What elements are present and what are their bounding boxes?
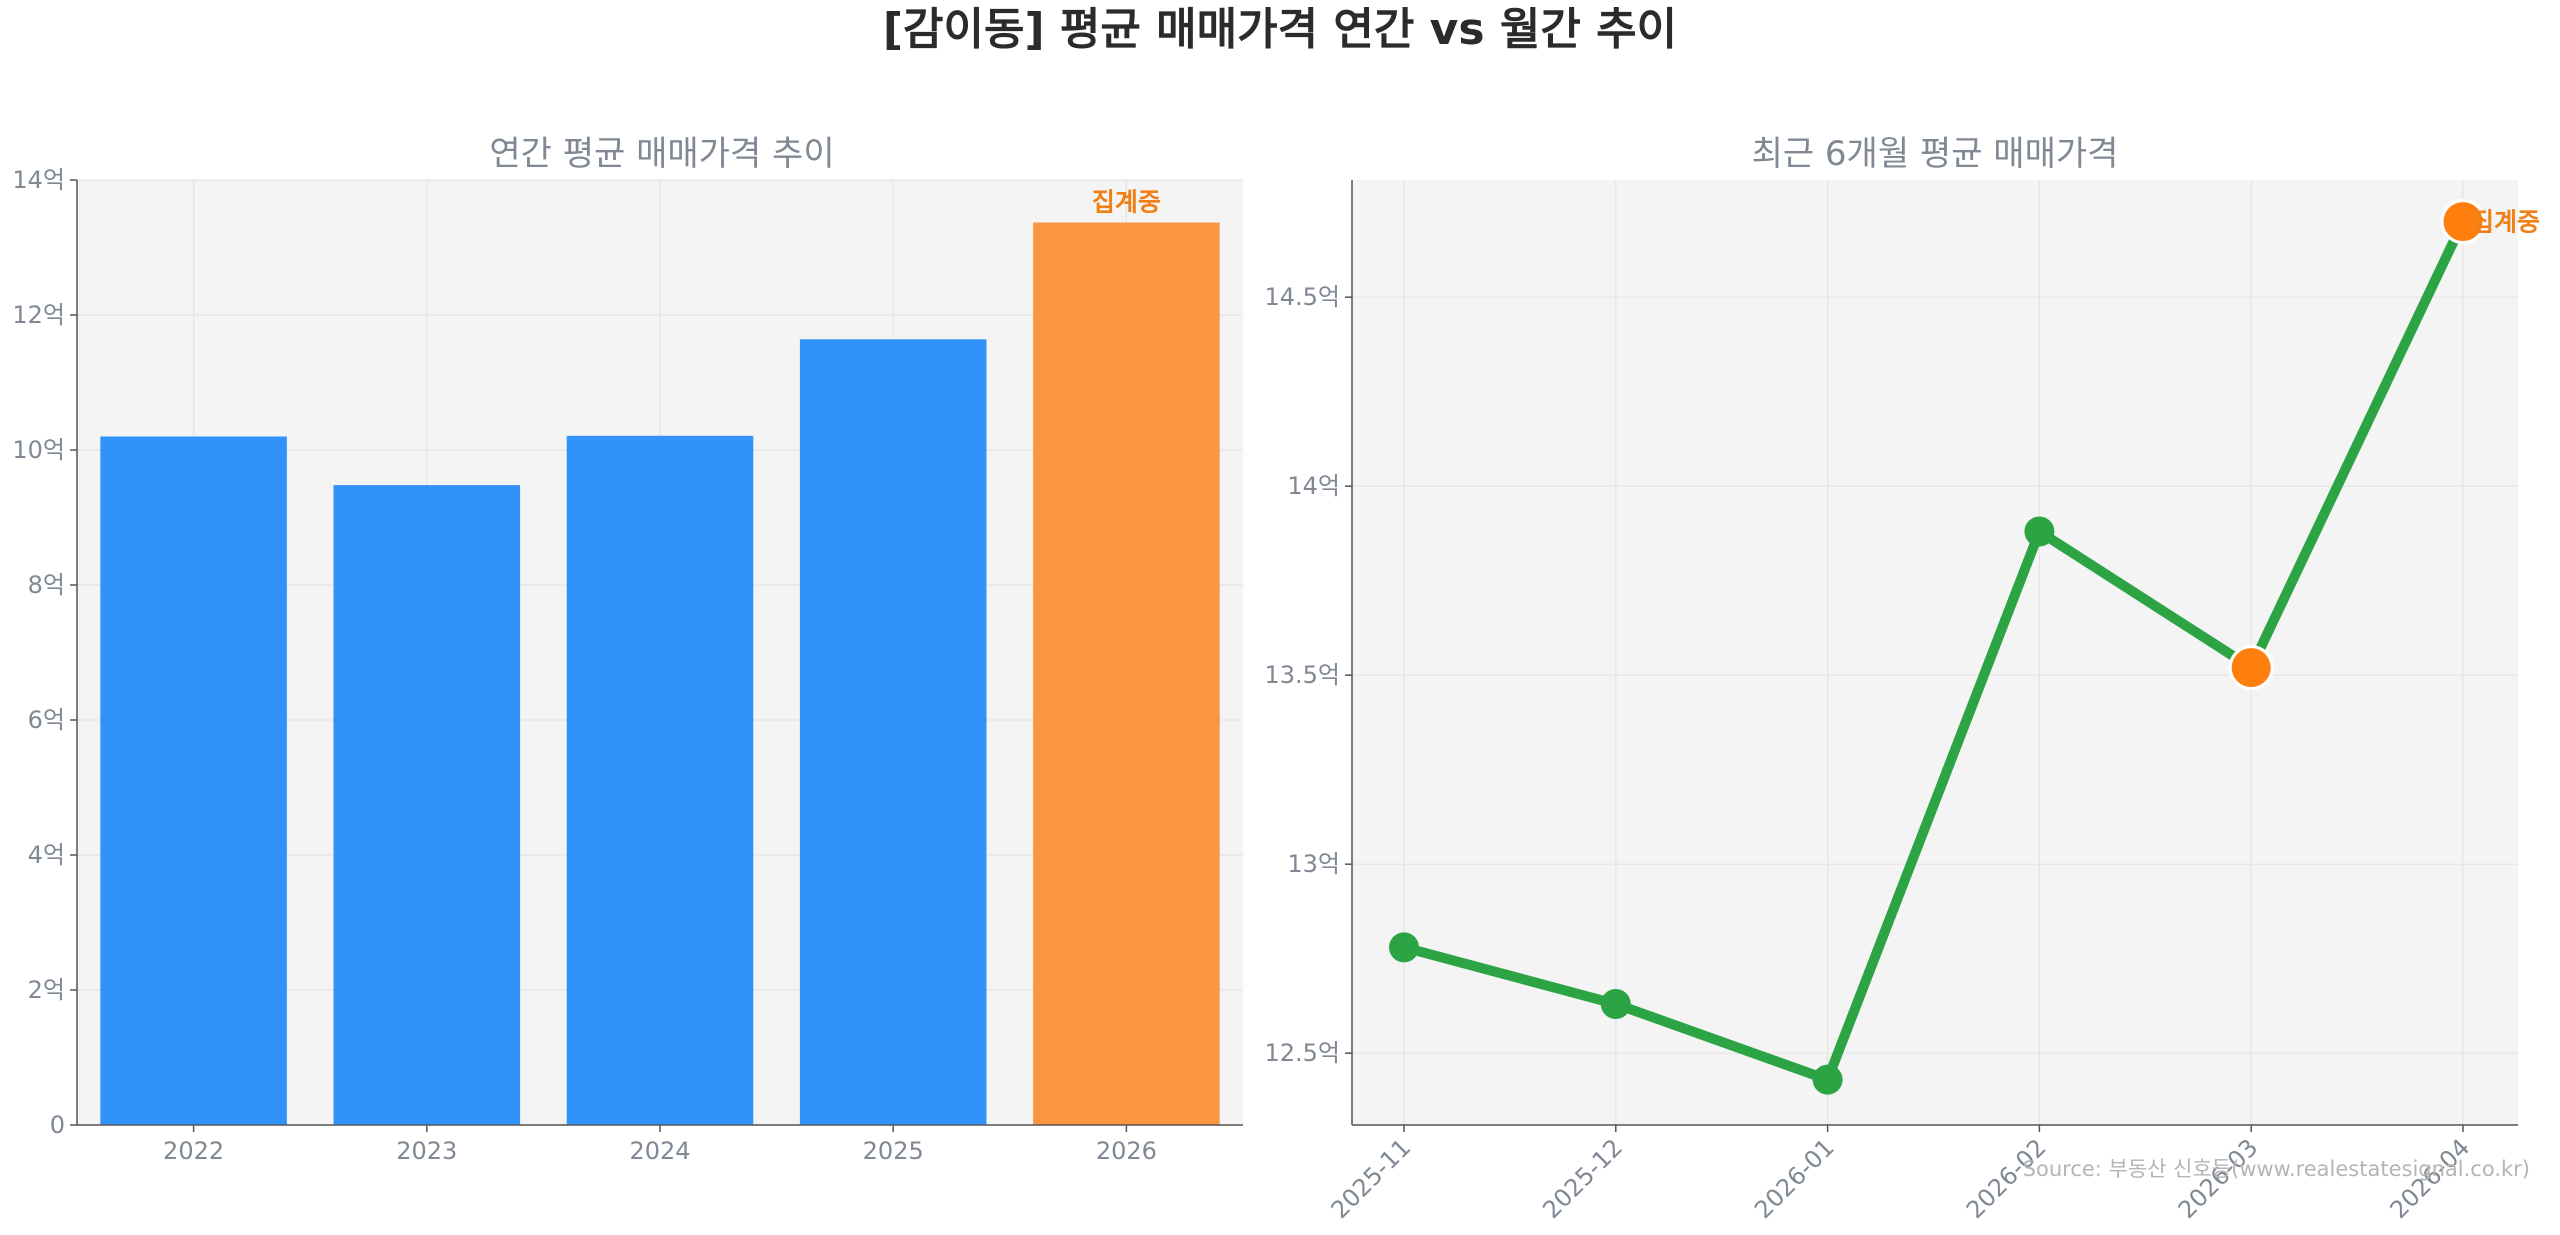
annual-annotation-label: 집계중 <box>1092 188 1161 217</box>
monthly-chart: 최근 6개월 평균 매매가격 집계중 12.5억 13억 13.5억 14억 14.5억… <box>1264 134 2540 1224</box>
annual-bar <box>333 485 521 1126</box>
annual-bars <box>100 222 1220 1126</box>
annual-x-tick-label: 2024 <box>629 1137 690 1165</box>
annual-annotations: 집계중 <box>1092 188 1161 217</box>
monthly-gridlines <box>1352 180 2518 1125</box>
monthly-annotations: 집계중 <box>2471 208 2540 237</box>
monthly-x-tick-label: 2025-12 <box>1537 1133 1628 1224</box>
monthly-point <box>1812 1064 1843 1095</box>
annual-x-tick-label: 2026 <box>1096 1137 1157 1165</box>
annual-y-tick-label: 14억 <box>12 166 65 194</box>
annual-y-tick-label: 0 <box>50 1111 65 1139</box>
annual-y-tick-label: 8억 <box>28 571 65 599</box>
monthly-point <box>1600 989 1631 1020</box>
annual-bar <box>100 436 287 1125</box>
monthly-chart-title: 최근 6개월 평균 매매가격 <box>1752 134 2119 174</box>
annual-x-tick-label: 2023 <box>396 1137 457 1165</box>
monthly-series <box>1389 199 2486 1095</box>
monthly-x-tick-label: 2026-01 <box>1749 1133 1840 1224</box>
annual-bar <box>566 435 754 1125</box>
monthly-series-line <box>1399 216 2468 1085</box>
monthly-plot-area <box>1352 180 2518 1125</box>
annual-y-ticks: 0 2억 4억 6억 8억 10억 12억 14억 <box>12 166 77 1139</box>
monthly-point-highlight <box>2228 645 2274 691</box>
monthly-y-tick-label: 14억 <box>1287 472 1340 500</box>
monthly-point <box>1389 932 1419 963</box>
annual-y-tick-label: 10억 <box>12 436 65 464</box>
monthly-annotation-label: 집계중 <box>2471 208 2540 237</box>
annual-chart: 연간 평균 매매가격 추이 집계중 0 2억 4억 6억 8억 10억 12억 14억 202… <box>12 134 1243 1165</box>
annual-x-tick-label: 2022 <box>163 1137 224 1165</box>
source-note: Source: 부동산 신호등(www.realestatesignal.co.… <box>2023 1157 2530 1181</box>
monthly-y-ticks: 12.5억 13억 13.5억 14억 14.5억 <box>1264 283 1352 1067</box>
annual-chart-title: 연간 평균 매매가격 추이 <box>489 134 834 174</box>
monthly-y-tick-label: 12.5억 <box>1264 1039 1340 1067</box>
monthly-point-highlight <box>2440 199 2486 245</box>
figure-title: [감이동] 평균 매매가격 연간 vs 월간 추이 <box>883 4 1677 55</box>
monthly-x-tick-label: 2025-11 <box>1326 1133 1417 1224</box>
annual-x-tick-label: 2025 <box>863 1137 924 1165</box>
annual-bar <box>799 339 987 1125</box>
annual-y-tick-label: 6억 <box>28 706 65 734</box>
annual-y-tick-label: 2억 <box>28 976 65 1004</box>
annual-x-ticks: 2022 2023 2024 2025 2026 <box>163 1125 1157 1165</box>
monthly-y-tick-label: 13억 <box>1287 850 1340 878</box>
annual-bar-highlight <box>1033 222 1220 1125</box>
monthly-point <box>2024 516 2055 547</box>
annual-y-tick-label: 12억 <box>12 301 65 329</box>
annual-y-tick-label: 4억 <box>28 841 65 869</box>
monthly-y-tick-label: 14.5억 <box>1264 283 1340 311</box>
monthly-y-tick-label: 13.5억 <box>1264 661 1340 689</box>
